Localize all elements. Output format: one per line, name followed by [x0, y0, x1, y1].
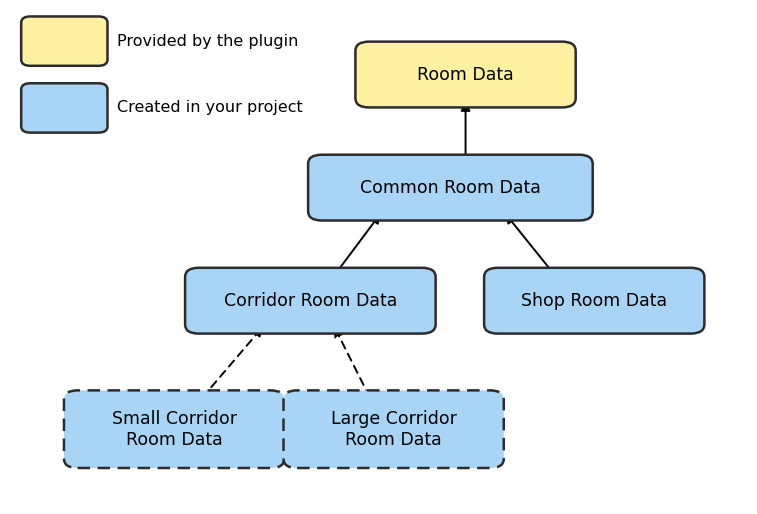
- Text: Small Corridor
Room Data: Small Corridor Room Data: [111, 410, 237, 449]
- Text: Room Data: Room Data: [417, 65, 514, 84]
- FancyBboxPatch shape: [356, 42, 575, 107]
- FancyBboxPatch shape: [308, 155, 593, 221]
- FancyBboxPatch shape: [21, 16, 107, 66]
- Text: Corridor Room Data: Corridor Room Data: [223, 291, 397, 310]
- FancyBboxPatch shape: [185, 268, 435, 334]
- FancyBboxPatch shape: [64, 391, 284, 468]
- Text: Created in your project: Created in your project: [117, 100, 303, 116]
- FancyBboxPatch shape: [21, 83, 107, 133]
- Text: Large Corridor
Room Data: Large Corridor Room Data: [331, 410, 456, 449]
- Text: Common Room Data: Common Room Data: [360, 178, 540, 197]
- Text: Provided by the plugin: Provided by the plugin: [117, 33, 299, 49]
- FancyBboxPatch shape: [284, 391, 504, 468]
- Text: Shop Room Data: Shop Room Data: [521, 291, 668, 310]
- FancyBboxPatch shape: [484, 268, 704, 334]
